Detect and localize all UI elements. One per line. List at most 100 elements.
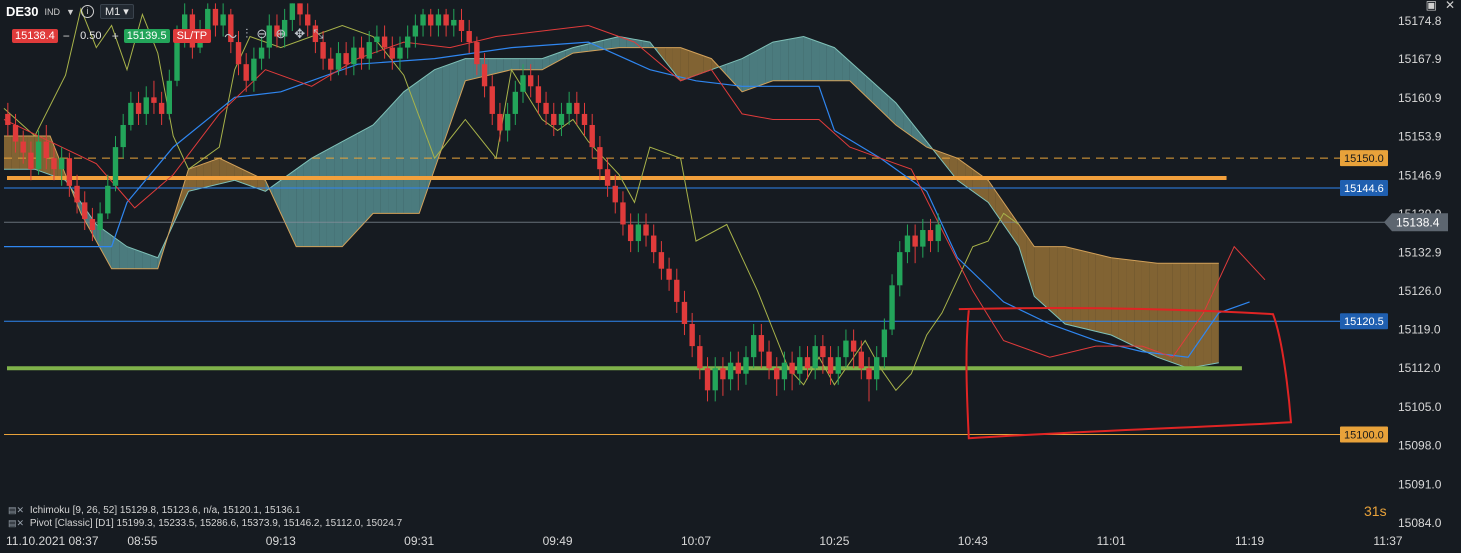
candle-body[interactable] [397,47,403,59]
candle-body[interactable] [458,19,465,32]
candle-body[interactable] [535,86,542,103]
candle-body[interactable] [812,346,818,369]
close-icon[interactable]: ✕ [1444,0,1455,12]
candle-body[interactable] [681,301,688,324]
candle-body[interactable] [512,91,519,114]
candle-body[interactable] [428,14,434,26]
candle-body[interactable] [781,362,788,380]
candle-body[interactable] [797,357,803,374]
candle-body[interactable] [166,80,173,114]
price-axis[interactable] [1388,0,1461,553]
candle-body[interactable] [674,279,680,302]
zoom-out-icon[interactable]: ⊖ [256,26,268,41]
candle-body[interactable] [335,53,342,70]
candle-body[interactable] [297,3,303,15]
candle-body[interactable] [51,158,57,170]
candle-body[interactable] [12,124,19,142]
candle-body[interactable] [228,14,234,43]
candle-body[interactable] [558,113,565,125]
candle-body[interactable] [543,102,549,114]
candle-body[interactable] [451,19,457,26]
time-axis[interactable] [0,532,1461,553]
candle-body[interactable] [727,362,734,380]
candle-body[interactable] [212,8,219,26]
candle-body[interactable] [220,14,226,26]
candle-body[interactable] [112,147,119,186]
candle-body[interactable] [58,158,65,170]
candle-body[interactable] [251,58,257,81]
info-icon[interactable]: i [80,5,94,18]
candle-body[interactable] [774,368,780,380]
candle-chart-icon[interactable]: ⫶ [245,26,249,41]
candle-body[interactable] [5,113,11,125]
candle-body[interactable] [843,340,849,358]
candle-body[interactable] [643,224,649,236]
candle-body[interactable] [735,362,741,374]
candle-body[interactable] [820,346,826,358]
candle-body[interactable] [281,19,288,37]
candle-body[interactable] [389,47,395,59]
candle-body[interactable] [873,357,880,380]
candle-body[interactable] [566,102,572,114]
candle-body[interactable] [381,36,388,48]
volume-increase-button[interactable]: + [111,28,119,43]
candle-body[interactable] [105,185,111,214]
candle-body[interactable] [850,340,857,352]
candle-body[interactable] [766,351,772,369]
candle-body[interactable] [143,97,149,114]
timeframe-select[interactable]: M1 ▾ [99,4,134,19]
candle-body[interactable] [720,368,726,380]
candle-body[interactable] [320,42,326,59]
candle-body[interactable] [627,224,634,242]
candle-body[interactable] [489,86,495,114]
candle-body[interactable] [404,36,411,48]
candle-body[interactable] [527,75,534,87]
candle-body[interactable] [904,235,911,253]
candle-body[interactable] [620,202,626,225]
candle-body[interactable] [43,141,49,159]
candle-body[interactable] [520,75,526,92]
candle-body[interactable] [835,357,841,374]
candle-body[interactable] [151,97,157,103]
candle-body[interactable] [612,185,618,203]
legend-pivot[interactable]: ▤✕ Pivot [Classic] [D1] 15199.3, 15233.5… [8,518,402,529]
candle-body[interactable] [581,113,588,125]
candle-body[interactable] [666,268,672,280]
candle-body[interactable] [412,25,419,37]
candle-body[interactable] [920,230,926,247]
candle-body[interactable] [881,329,888,358]
candle-body[interactable] [35,141,42,170]
candle-body[interactable] [128,102,134,125]
candle-body[interactable] [935,224,941,242]
candle-body[interactable] [181,14,188,37]
candle-body[interactable] [374,36,380,43]
candle-body[interactable] [274,25,280,37]
candle-body[interactable] [912,235,918,247]
candle-body[interactable] [89,218,96,231]
zoom-in-icon[interactable]: ⊕ [275,26,287,41]
crosshair-icon[interactable]: ✥ [294,26,306,41]
candle-body[interactable] [243,64,249,81]
candle-body[interactable] [551,113,557,125]
candle-body[interactable] [658,252,665,269]
candle-body[interactable] [358,47,365,59]
candle-body[interactable] [120,124,126,148]
candle-body[interactable] [804,357,811,369]
sltp-button[interactable]: SL/TP [172,28,212,43]
candle-body[interactable] [589,124,595,148]
indicator-settings-icon[interactable]: ▤✕ [8,518,25,528]
candle-body[interactable] [697,346,703,369]
candle-body[interactable] [635,224,642,242]
candle-body[interactable] [858,351,865,369]
candle-body[interactable] [20,141,26,153]
candle-body[interactable] [135,102,142,114]
fit-icon[interactable]: ⤡ [313,26,324,41]
candle-body[interactable] [597,147,603,170]
candle-body[interactable] [789,362,795,374]
candle-body[interactable] [235,42,242,65]
indicator-settings-icon[interactable]: ▤✕ [8,505,25,515]
line-chart-icon[interactable]: 〜 [224,29,238,44]
candle-body[interactable] [305,14,311,26]
candle-body[interactable] [704,368,711,391]
